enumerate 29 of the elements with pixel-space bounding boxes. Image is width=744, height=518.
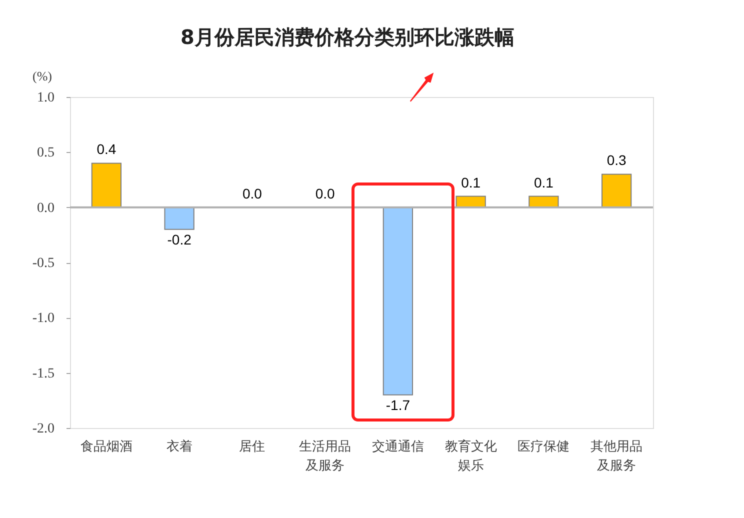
data-label: 0.4 [96,141,116,158]
x-tick-label: 生活用品及服务 [299,440,352,474]
y-tick-label: -1.0 [32,311,54,326]
x-tick-label: 其他用品及服务 [590,440,643,474]
data-label: 0.0 [315,185,336,202]
data-label: 0.1 [534,174,554,190]
data-label: -0.2 [167,231,192,248]
y-axis-title: (%) [32,68,52,84]
y-tick-label: 0.0 [37,200,54,216]
x-tick-label: 食品烟酒 [80,440,132,454]
y-tick-label: -2.0 [32,422,54,436]
bar [91,162,122,208]
x-tick-label: 居住 [239,440,266,454]
x-tick-label: 教育文化娱乐 [444,438,497,474]
chart-title: 8月份居民消费价格分类别环比涨跌幅 [180,25,514,49]
bar [382,206,414,396]
y-tick-label: -1.5 [32,366,54,382]
y-tick-label: 1.0 [37,90,54,106]
y-tick-label: -0.5 [32,256,54,271]
bar [601,174,632,208]
data-label: 0.0 [242,185,262,202]
data-label: 0.3 [606,152,627,168]
y-tick-label: 0.5 [37,146,54,161]
x-tick-label: 衣着 [166,438,192,454]
data-label: -1.7 [386,396,410,413]
x-tick-label: 交通通信 [372,438,424,454]
data-label: 0.1 [461,174,481,190]
x-tick-label: 医疗保健 [518,440,570,454]
bar [164,206,194,230]
